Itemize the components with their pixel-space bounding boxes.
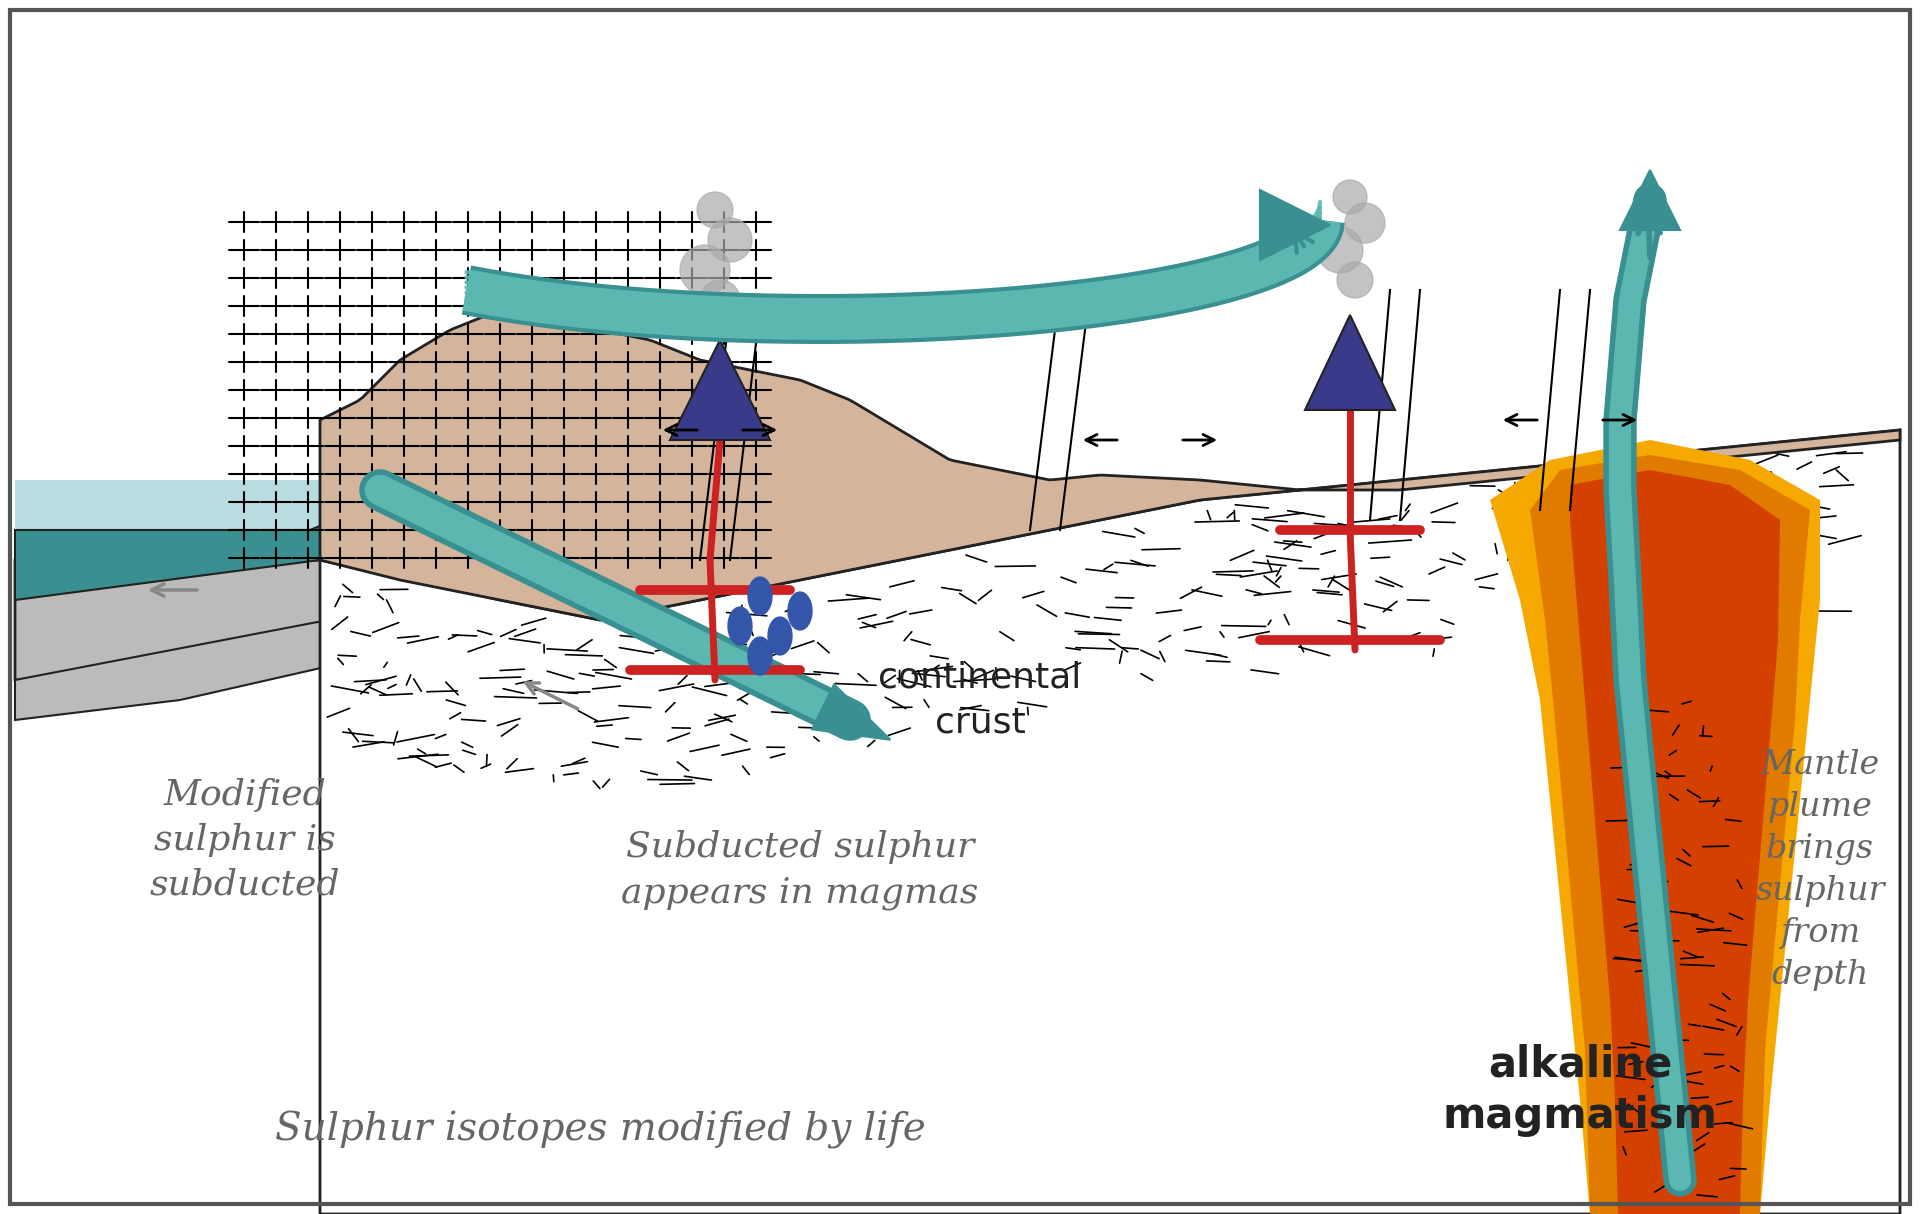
Circle shape <box>1332 180 1367 214</box>
Circle shape <box>680 245 730 295</box>
Polygon shape <box>1530 455 1811 1214</box>
Polygon shape <box>749 637 772 675</box>
Polygon shape <box>1306 314 1396 410</box>
Polygon shape <box>1260 191 1331 260</box>
Circle shape <box>697 192 733 228</box>
Text: Subducted sulphur
appears in magmas: Subducted sulphur appears in magmas <box>622 830 979 909</box>
Polygon shape <box>728 607 753 645</box>
Circle shape <box>1317 227 1363 273</box>
Polygon shape <box>15 399 660 600</box>
Polygon shape <box>787 592 812 630</box>
Circle shape <box>1346 203 1384 243</box>
Polygon shape <box>1620 170 1680 229</box>
Polygon shape <box>768 617 791 656</box>
Circle shape <box>701 280 739 320</box>
Circle shape <box>708 219 753 262</box>
Text: continental
crust: continental crust <box>877 660 1081 739</box>
Text: Mantle
plume
brings
sulphur
from
depth: Mantle plume brings sulphur from depth <box>1755 749 1885 991</box>
Polygon shape <box>812 685 891 739</box>
Polygon shape <box>1490 439 1820 1214</box>
Polygon shape <box>1571 470 1780 1214</box>
Polygon shape <box>15 500 920 720</box>
Text: Modified
sulphur is
subducted: Modified sulphur is subducted <box>150 778 340 902</box>
Text: alkaline
magmatism: alkaline magmatism <box>1442 1043 1716 1138</box>
Polygon shape <box>321 310 1901 620</box>
Polygon shape <box>321 430 1901 1214</box>
Polygon shape <box>15 420 701 680</box>
Polygon shape <box>540 399 900 680</box>
Circle shape <box>1336 262 1373 297</box>
Polygon shape <box>670 340 770 439</box>
Polygon shape <box>15 480 520 1199</box>
Text: Sulphur isotopes modified by life: Sulphur isotopes modified by life <box>275 1111 925 1148</box>
Polygon shape <box>749 577 772 615</box>
